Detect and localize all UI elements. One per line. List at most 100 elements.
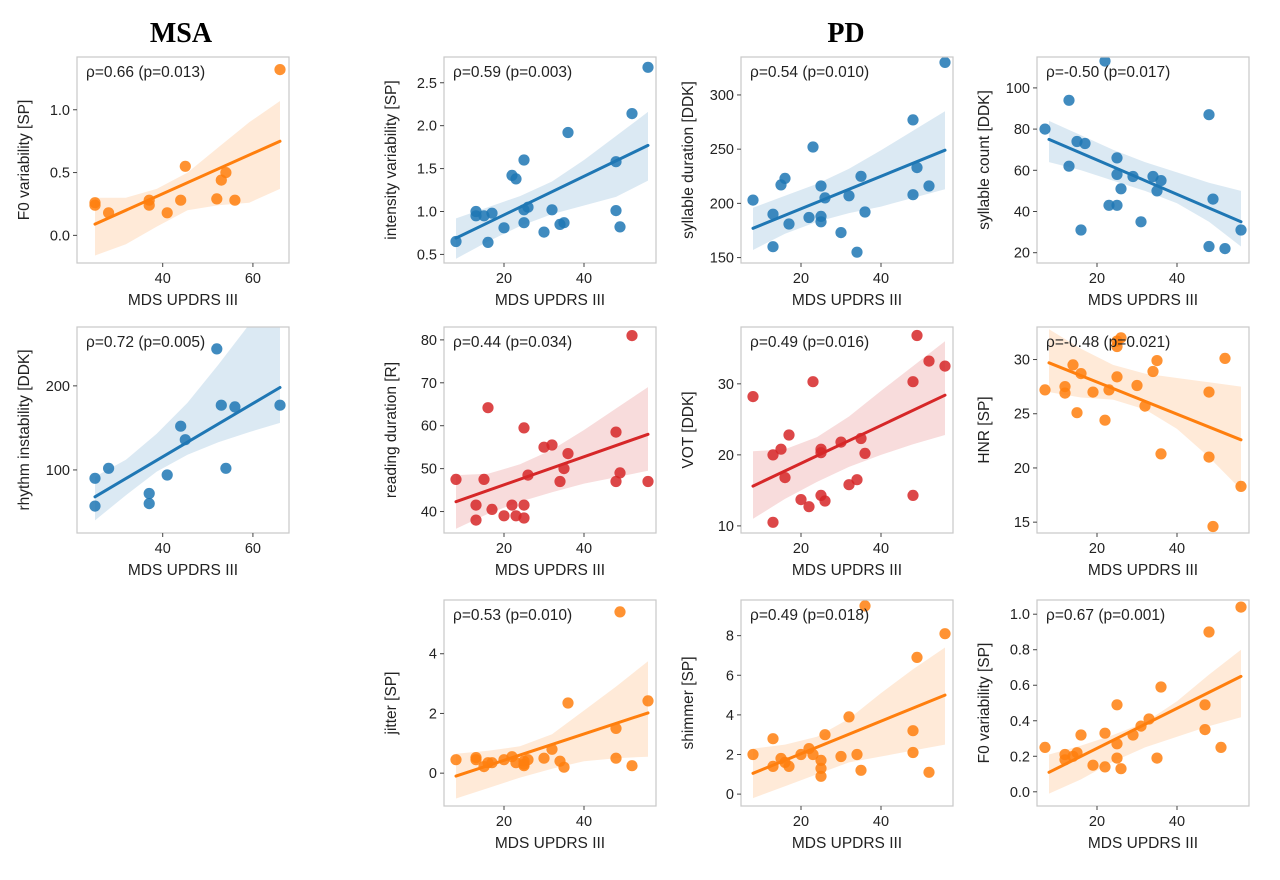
chart-pd-vot-point-3 <box>775 443 787 455</box>
chart-pd-syllable-duration-point-10 <box>815 216 827 228</box>
chart-msa-rhythm-point-11 <box>229 401 241 413</box>
chart-pd-intensity-xtick-label-1: 40 <box>576 271 592 287</box>
chart-pd-vot-point-17 <box>859 447 871 459</box>
chart-pd-vot-point-2 <box>767 449 779 461</box>
chart-pd-hnr-xtick-label-0: 20 <box>1089 541 1105 557</box>
chart-pd-syllable-duration-regression-line <box>751 148 947 230</box>
chart-pd-hnr-ytick-label-0: 15 <box>1014 515 1030 531</box>
chart-pd-f0-confidence-band <box>1049 649 1241 794</box>
chart-msa-f0-ytick-label-2: 1.0 <box>50 103 70 119</box>
chart-pd-shimmer-point-1 <box>767 733 779 745</box>
chart-pd-syllable-count-ytick-label-2: 60 <box>1014 163 1030 179</box>
chart-pd-f0-ytick-label-4: 0.8 <box>1010 643 1030 659</box>
chart-pd-reading-duration-point-1 <box>470 514 482 526</box>
chart-pd-reading-duration-point-21 <box>626 330 638 342</box>
chart-msa-rhythm-point-12 <box>274 399 286 411</box>
chart-pd-syllable-duration-ytick-label-3: 300 <box>710 88 734 104</box>
chart-pd-f0-point-16 <box>1151 752 1163 764</box>
chart-pd-jitter-point-20 <box>614 606 626 618</box>
chart-pd-hnr-annotation: ρ=-0.48 (p=0.021) <box>1046 334 1170 351</box>
chart-msa-rhythm-point-0 <box>89 472 101 484</box>
chart-pd-intensity-point-14 <box>546 204 558 216</box>
chart-pd-reading-duration: 40 50 60 70 80 20 40 MDS UPDRS III reading durat… <box>383 326 657 579</box>
chart-pd-f0-ytick-label-0: 0.0 <box>1010 785 1030 801</box>
chart-pd-vot-point-5 <box>783 429 795 441</box>
chart-pd-jitter-point-12 <box>522 754 534 766</box>
chart-pd-f0-point-7 <box>1099 727 1111 739</box>
chart-pd-reading-duration-ylabel: reading duration [R] <box>383 362 400 498</box>
chart-pd-syllable-count-point-21 <box>1235 224 1247 236</box>
chart-pd-hnr-point-2 <box>1059 387 1071 399</box>
chart-msa-f0-xtick-label-1: 60 <box>245 271 261 287</box>
chart-pd-syllable-duration-point-21 <box>939 57 951 68</box>
chart-pd-syllable-duration-xlabel: MDS UPDRS III <box>792 292 902 309</box>
chart-pd-syllable-count-plot-area <box>1039 57 1247 255</box>
chart-pd-vot-ytick-label-1: 20 <box>718 448 734 464</box>
chart-pd-jitter-annotation: ρ=0.53 (p=0.010) <box>453 607 572 624</box>
chart-msa-f0-point-11 <box>229 194 241 206</box>
chart-msa-f0-xlabel: MDS UPDRS III <box>128 292 238 309</box>
chart-pd-intensity-point-10 <box>518 217 530 229</box>
chart-msa-rhythm: 100 200 40 60 MDS UPDRS III rhythm instabilit… <box>16 326 290 579</box>
chart-pd-vot-point-22 <box>939 360 951 372</box>
chart-pd-reading-duration-ytick-label-3: 70 <box>421 376 437 392</box>
chart-pd-jitter-point-22 <box>642 695 654 707</box>
chart-pd-syllable-duration-annotation: ρ=0.54 (p=0.010) <box>750 64 869 81</box>
chart-pd-vot-xtick-label-1: 40 <box>873 541 889 557</box>
chart-pd-shimmer-ytick-label-4: 8 <box>726 629 734 645</box>
chart-msa-f0-plot-area <box>89 64 286 256</box>
chart-pd-syllable-duration-ytick-label-0: 150 <box>710 251 734 267</box>
chart-msa-rhythm-ylabel: rhythm instability [DDK] <box>16 349 33 510</box>
chart-pd-vot-point-20 <box>911 329 923 342</box>
chart-pd-intensity-point-6 <box>498 222 510 234</box>
chart-pd-hnr-ytick-label-3: 30 <box>1014 353 1030 369</box>
chart-msa-rhythm-annotation: ρ=0.72 (p=0.005) <box>86 334 205 351</box>
chart-pd-syllable-count-xtick-label-1: 40 <box>1169 271 1185 287</box>
chart-pd-hnr-point-13 <box>1131 379 1143 392</box>
chart-msa-rhythm-point-9 <box>215 399 227 411</box>
chart-msa-rhythm-xtick-label-1: 60 <box>245 541 261 557</box>
chart-pd-intensity-point-0 <box>450 235 462 248</box>
chart-pd-shimmer-ytick-label-0: 0 <box>726 787 734 803</box>
chart-pd-syllable-count-point-10 <box>1111 199 1123 211</box>
chart-pd-reading-duration-point-18 <box>610 475 622 488</box>
chart-pd-intensity-point-16 <box>558 217 570 229</box>
chart-msa-f0: 0.0 0.5 1.0 40 60 MDS UPDRS III F0 variability… <box>16 56 290 309</box>
chart-pd-vot-point-8 <box>807 376 819 388</box>
chart-pd-syllable-duration-point-14 <box>851 246 863 258</box>
chart-pd-intensity-annotation: ρ=0.59 (p=0.003) <box>453 64 572 81</box>
chart-pd-syllable-duration-point-20 <box>923 180 935 192</box>
chart-msa-rhythm-point-8 <box>211 343 223 355</box>
chart-pd-vot-point-6 <box>795 494 807 506</box>
chart-pd-hnr: 15 20 25 30 20 40 MDS UPDRS III HNR [SP] ρ=-0.48… <box>976 326 1250 579</box>
chart-pd-f0-ytick-label-5: 1.0 <box>1010 607 1030 623</box>
chart-msa-f0-regression-line <box>93 139 282 226</box>
chart-pd-shimmer-point-19 <box>907 746 919 759</box>
chart-pd-vot-point-12 <box>819 495 831 507</box>
chart-pd-intensity-ytick-label-4: 2.5 <box>417 76 437 92</box>
chart-pd-intensity-point-22 <box>642 61 654 73</box>
chart-pd-f0: 0.0 0.2 0.4 0.6 0.8 1.0 20 40 MDS UPDRS III F0 va… <box>976 599 1250 852</box>
chart-pd-intensity-point-17 <box>562 126 574 139</box>
chart-msa-rhythm-frame <box>76 326 290 534</box>
chart-pd-reading-duration-point-0 <box>450 473 462 485</box>
chart-pd-shimmer-annotation: ρ=0.49 (p=0.018) <box>750 607 869 624</box>
chart-pd-reading-duration-point-10 <box>518 499 530 511</box>
chart-pd-jitter-ytick-label-0: 0 <box>429 766 437 782</box>
chart-pd-intensity-point-13 <box>538 226 550 238</box>
chart-pd-syllable-duration-ytick-label-2: 250 <box>710 142 734 158</box>
chart-pd-intensity-point-8 <box>510 173 522 185</box>
chart-pd-syllable-count-point-9 <box>1111 152 1123 164</box>
chart-pd-vot-point-4 <box>779 472 791 484</box>
chart-pd-vot: 10 20 30 20 40 MDS UPDRS III VOT [DDK] ρ=0.49 (… <box>680 326 954 579</box>
chart-pd-f0-ytick-label-3: 0.6 <box>1010 678 1030 694</box>
chart-pd-hnr-ytick-label-2: 25 <box>1014 407 1030 423</box>
chart-pd-reading-duration-point-19 <box>610 426 622 438</box>
chart-pd-syllable-count-point-17 <box>1203 109 1215 121</box>
chart-pd-f0-ytick-label-1: 0.2 <box>1010 749 1030 765</box>
chart-msa-rhythm-regression-line <box>93 386 282 499</box>
chart-pd-syllable-duration-frame <box>740 56 954 264</box>
chart-pd-shimmer-xlabel: MDS UPDRS III <box>792 835 902 852</box>
chart-msa-f0-xtick-label-0: 40 <box>155 271 171 287</box>
chart-pd-syllable-count-frame <box>1036 56 1250 264</box>
